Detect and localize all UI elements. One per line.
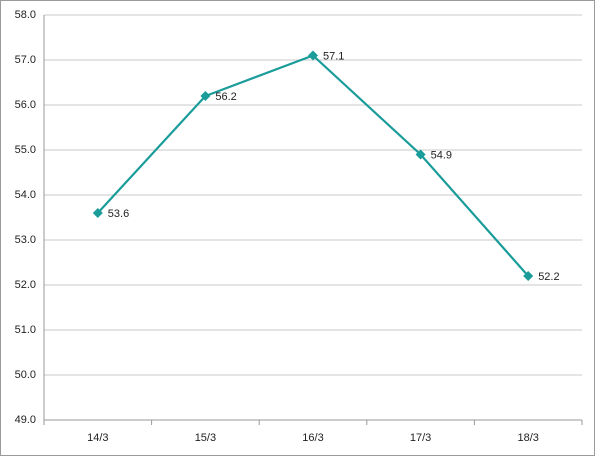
- y-tick-label: 52.0: [15, 279, 36, 291]
- x-tick-label: 15/3: [195, 432, 216, 444]
- y-tick-label: 56.0: [15, 99, 36, 111]
- data-label: 57.1: [323, 50, 344, 62]
- data-label: 56.2: [215, 91, 236, 103]
- y-tick-label: 58.0: [15, 9, 36, 21]
- marker: [308, 50, 318, 61]
- y-tick-label: 50.0: [15, 369, 36, 381]
- marker: [92, 208, 103, 218]
- marker: [523, 271, 534, 281]
- data-label: 54.9: [431, 149, 452, 161]
- x-tick-label: 17/3: [410, 432, 431, 444]
- y-tick-label: 51.0: [15, 324, 36, 336]
- data-label: 53.6: [108, 208, 129, 220]
- marker: [415, 149, 426, 160]
- marker: [200, 91, 211, 101]
- y-tick-label: 49.0: [15, 414, 36, 426]
- x-tick-label: 14/3: [87, 432, 108, 444]
- y-tick-label: 54.0: [15, 189, 36, 201]
- x-tick-label: 16/3: [302, 432, 323, 444]
- y-tick-label: 57.0: [15, 54, 36, 66]
- y-tick-label: 55.0: [15, 144, 36, 156]
- y-tick-label: 53.0: [15, 234, 36, 246]
- x-tick-label: 18/3: [517, 432, 538, 444]
- data-label: 52.2: [538, 271, 559, 283]
